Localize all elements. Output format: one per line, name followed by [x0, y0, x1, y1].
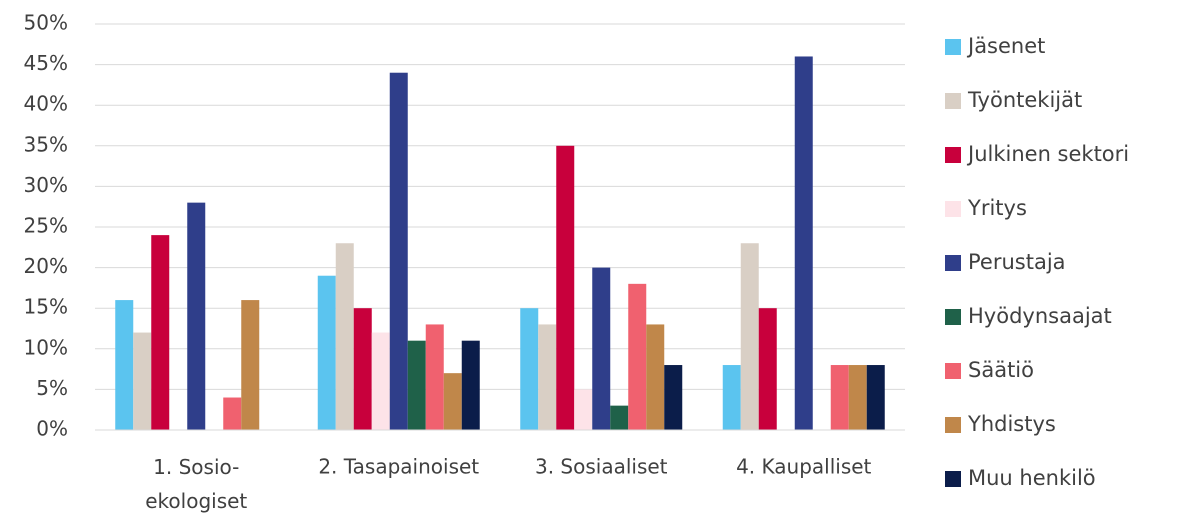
legend-swatch [945, 417, 961, 433]
x-tick-label: 1. Sosio-ekologiset [145, 455, 247, 513]
bar [628, 283, 647, 430]
legend-swatch [945, 309, 961, 325]
bar [241, 300, 260, 430]
legend-swatch [945, 93, 961, 109]
bar [592, 267, 611, 430]
y-tick-label: 5% [36, 376, 68, 400]
legend-label: Työntekijät [967, 88, 1082, 112]
bar [371, 332, 390, 430]
y-tick-label: 40% [24, 92, 68, 116]
bar [610, 405, 629, 430]
bar [407, 340, 426, 430]
bar [556, 145, 575, 431]
y-tick-label: 45% [24, 51, 68, 75]
bar [461, 340, 480, 430]
bar [646, 324, 665, 430]
legend-label: Jäsenet [966, 34, 1045, 58]
legend-label: Hyödynsaajat [968, 304, 1112, 328]
bar [425, 324, 444, 430]
bar [794, 56, 813, 430]
y-tick-label: 50% [24, 11, 68, 35]
bar [664, 365, 683, 430]
legend-label: Säätiö [968, 358, 1034, 382]
y-tick-label: 20% [24, 254, 68, 278]
y-tick-label: 15% [24, 295, 68, 319]
bar [758, 308, 777, 430]
bar [443, 373, 462, 430]
bar [830, 365, 849, 430]
y-tick-label: 0% [36, 417, 68, 441]
legend-label: Muu henkilö [968, 466, 1096, 490]
y-tick-label: 25% [24, 214, 68, 238]
bar [353, 308, 372, 430]
bar [520, 308, 539, 430]
bar [335, 243, 354, 430]
y-tick-label: 10% [24, 335, 68, 359]
bar [722, 365, 741, 430]
x-tick-label: 3. Sosiaaliset [535, 455, 668, 479]
bar [151, 235, 170, 430]
bar [538, 324, 557, 430]
bar [317, 275, 336, 430]
bar [740, 243, 759, 430]
legend-label: Julkinen sektori [966, 142, 1129, 166]
legend-label: Yritys [967, 196, 1027, 220]
legend-label: Perustaja [968, 250, 1066, 274]
bar [115, 300, 134, 430]
x-tick-label: 4. Kaupalliset [736, 455, 871, 479]
y-tick-label: 30% [24, 173, 68, 197]
bar [223, 397, 242, 430]
y-tick-label: 35% [24, 132, 68, 156]
bar [389, 72, 408, 430]
bar [133, 332, 152, 430]
bar [574, 389, 593, 430]
legend-swatch [945, 147, 961, 163]
legend-label: Yhdistys [967, 412, 1056, 436]
legend-swatch [945, 471, 961, 487]
bar [848, 365, 867, 430]
x-tick-label: 2. Tasapainoiset [318, 455, 479, 479]
legend-swatch [945, 39, 961, 55]
bar [187, 202, 206, 430]
legend-swatch [945, 201, 961, 217]
legend-swatch [945, 255, 961, 271]
bar [866, 365, 885, 430]
legend-swatch [945, 363, 961, 379]
